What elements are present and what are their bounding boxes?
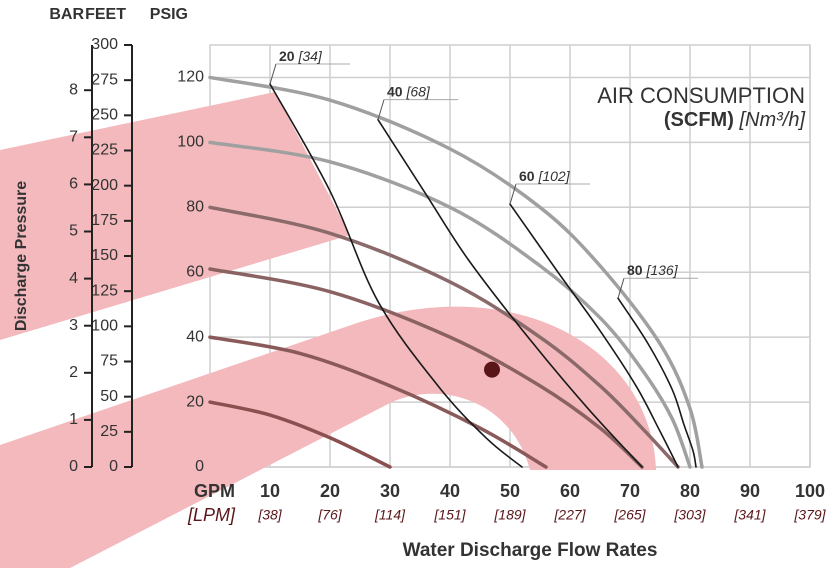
chart: BAR FEET PSIG Discharge Pressure AIR CON… <box>0 0 840 568</box>
curve-label-metric: [102] <box>537 168 570 184</box>
x-tick-metric: [38] <box>257 507 282 523</box>
x-tick-metric: [303] <box>673 507 706 523</box>
unit-metric: [Nm³/h] <box>738 109 805 131</box>
x-unit: GPM <box>194 481 235 501</box>
x-tick-metric: [379] <box>793 507 826 523</box>
y-tick-label: 150 <box>91 247 118 264</box>
y-tick-label: 4 <box>69 270 78 287</box>
unit: (SCFM) <box>664 109 734 131</box>
x-tick-label: 50 <box>500 481 520 501</box>
x-tick-metric: [341] <box>733 507 766 523</box>
curve-label-metric: [34] <box>297 48 322 64</box>
curve-label: 80 [136] <box>627 262 679 278</box>
y-tick-label: 0 <box>109 458 118 475</box>
curve-label-metric: [68] <box>405 83 430 99</box>
y-tick-label: 6 <box>69 176 78 193</box>
y-tick-label: 2 <box>69 364 78 381</box>
y-axis-unit: FEET <box>85 6 126 23</box>
y-tick-label: 3 <box>69 317 78 334</box>
y-axis-unit: BAR <box>49 6 84 23</box>
y-tick-label: 5 <box>69 223 78 240</box>
x-tick-metric: [189] <box>493 507 526 523</box>
y-tick-label: 20 <box>186 393 204 410</box>
leader-line <box>270 64 276 84</box>
x-tick-metric: [151] <box>433 507 466 523</box>
x-axis-title: Water Discharge Flow Rates <box>403 540 658 561</box>
y-tick-label: 75 <box>100 353 118 370</box>
zone <box>0 92 350 340</box>
y-tick-label: 250 <box>91 107 118 124</box>
y-axis-title: Discharge Pressure <box>13 181 30 331</box>
y-tick-label: 1 <box>69 411 78 428</box>
y-tick-label: 50 <box>100 388 118 405</box>
x-tick-label: 10 <box>260 481 280 501</box>
y-tick-label: 175 <box>91 212 118 229</box>
y-tick-label: 300 <box>91 36 118 53</box>
y-tick-label: 0 <box>195 458 204 475</box>
x-unit-metric: [LPM] <box>187 505 236 525</box>
y-tick-label: 60 <box>186 263 204 280</box>
y-tick-label: 80 <box>186 199 204 216</box>
x-tick-metric: [114] <box>374 507 406 523</box>
chart-title: AIR CONSUMPTION <box>597 83 805 108</box>
curve-label: 60 [102] <box>519 168 571 184</box>
y-tick-label: 0 <box>69 458 78 475</box>
x-tick-metric: [227] <box>553 507 586 523</box>
operating-point <box>484 362 500 378</box>
y-tick-label: 7 <box>69 129 78 146</box>
curve-label-scfm: 80 <box>627 262 643 278</box>
x-tick-label: 20 <box>320 481 340 501</box>
y-tick-label: 40 <box>186 328 204 345</box>
y-tick-label: 200 <box>91 177 118 194</box>
page: BAR FEET PSIG Discharge Pressure AIR CON… <box>0 0 840 568</box>
x-tick-metric: [76] <box>317 507 342 523</box>
x-tick-metric: [265] <box>613 507 646 523</box>
x-tick-label: 80 <box>680 481 700 501</box>
x-tick-label: 30 <box>380 481 400 501</box>
curve-label-metric: [136] <box>645 262 678 278</box>
curve-label-scfm: 60 <box>519 168 535 184</box>
x-tick-label: 100 <box>795 481 825 501</box>
chart-subtitle: (SCFM) [Nm³/h] <box>664 109 806 131</box>
y-tick-label: 25 <box>100 423 118 440</box>
x-tick-label: 70 <box>620 481 640 501</box>
y-tick-label: 8 <box>69 81 78 98</box>
curve-label-scfm: 40 <box>387 83 403 99</box>
y-tick-label: 100 <box>177 134 204 151</box>
x-tick-label: 60 <box>560 481 580 501</box>
y-tick-label: 225 <box>91 142 118 159</box>
y-axis-unit: PSIG <box>150 6 188 23</box>
x-tick-label: 90 <box>740 481 760 501</box>
y-tick-label: 125 <box>91 282 118 299</box>
y-tick-label: 275 <box>91 71 118 88</box>
curve-label-scfm: 20 <box>279 48 295 64</box>
y-tick-label: 100 <box>91 318 118 335</box>
x-tick-label: 40 <box>440 481 460 501</box>
curve-label: 40 [68] <box>387 83 431 99</box>
curve-label: 20 [34] <box>279 48 323 64</box>
y-tick-label: 120 <box>177 69 204 86</box>
